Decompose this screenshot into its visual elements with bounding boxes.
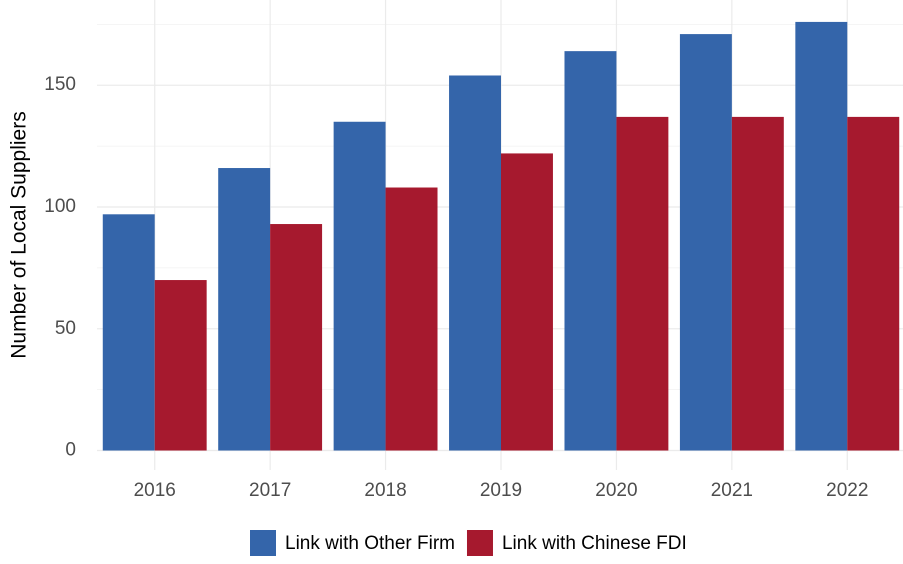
bar xyxy=(449,75,501,451)
legend-swatch xyxy=(250,530,276,556)
y-tick-label: 50 xyxy=(55,318,76,339)
bar xyxy=(679,34,732,451)
x-tick-label: 2020 xyxy=(595,480,637,501)
bar xyxy=(795,21,848,451)
y-tick-label: 0 xyxy=(65,440,76,461)
x-tick-label: 2022 xyxy=(826,480,868,501)
bar xyxy=(385,187,438,451)
bar xyxy=(616,116,669,451)
legend-swatch xyxy=(466,530,493,556)
x-tick-label: 2016 xyxy=(134,480,176,501)
x-tick-label: 2018 xyxy=(364,480,406,501)
bar xyxy=(102,214,155,451)
y-tick-label: 100 xyxy=(44,196,76,217)
bar xyxy=(333,121,386,451)
bar xyxy=(154,280,207,451)
x-tick-label: 2019 xyxy=(480,480,522,501)
y-axis-title: Number of Local Suppliers xyxy=(8,111,31,358)
x-tick-label: 2021 xyxy=(711,480,753,501)
x-tick-label: 2017 xyxy=(249,480,291,501)
legend-label: Link with Chinese FDI xyxy=(502,533,687,554)
bar xyxy=(564,51,617,451)
y-tick-label: 150 xyxy=(44,74,76,95)
legend-label: Link with Other Firm xyxy=(285,533,455,554)
bar xyxy=(731,116,784,451)
bar xyxy=(218,168,271,451)
bar xyxy=(847,116,900,451)
bar xyxy=(501,153,553,451)
bar xyxy=(270,224,323,451)
